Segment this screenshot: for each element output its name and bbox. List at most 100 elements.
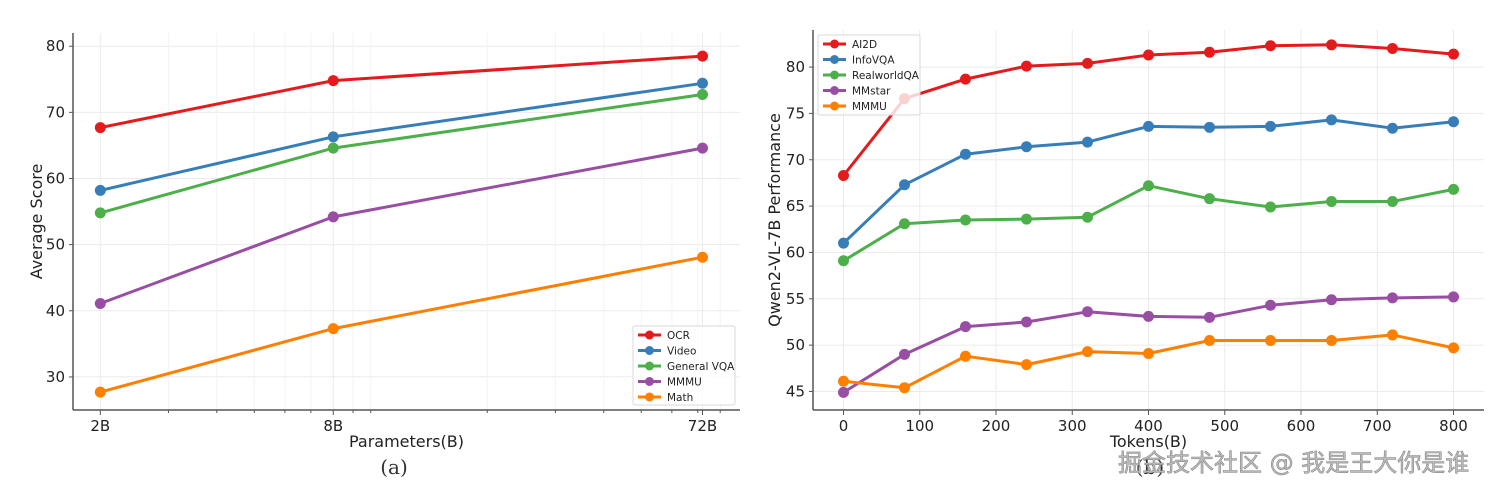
data-point — [697, 142, 709, 154]
data-point — [327, 131, 339, 143]
y-tick-label: 65 — [786, 197, 805, 215]
series-math — [94, 251, 709, 398]
data-point — [1204, 193, 1215, 205]
y-axis-title: Qwen2-VL-7B Performance — [765, 113, 784, 327]
data-point — [697, 89, 709, 101]
legend-marker — [645, 346, 654, 355]
data-point — [1326, 334, 1337, 346]
x-tick-label: 200 — [982, 417, 1011, 435]
data-point — [1387, 329, 1398, 341]
legend-item: OCR — [638, 330, 690, 342]
data-point — [1387, 43, 1398, 55]
legend: AI2D InfoVQA RealworldQA MMstar MMMU — [817, 34, 921, 116]
data-point — [1021, 316, 1032, 328]
x-tick-label: 800 — [1439, 417, 1468, 435]
x-tick-label: 2B — [90, 417, 110, 435]
caption-b: (b) — [1136, 455, 1164, 479]
y-tick-label: 50 — [46, 236, 65, 254]
watermark-text: 掘金技术社区 @ 我是王大你是谁 — [1118, 449, 1469, 477]
data-point — [94, 298, 106, 310]
data-point — [1326, 294, 1337, 306]
data-point — [1021, 60, 1032, 72]
data-point — [1021, 141, 1032, 153]
legend-label: Video — [667, 346, 696, 358]
series-video — [94, 77, 709, 196]
series-infovqa — [838, 114, 1459, 249]
legend-label: MMMU — [667, 377, 702, 389]
legend-item: MMMU — [823, 101, 887, 113]
data-point — [327, 75, 339, 87]
data-point — [1143, 49, 1154, 61]
legend-box — [632, 325, 736, 406]
x-tick-label: 72B — [688, 417, 717, 435]
legend-marker — [830, 101, 839, 111]
legend-item: Video — [638, 346, 696, 358]
series-mmstar — [838, 291, 1459, 398]
series-mmmu — [94, 142, 709, 310]
legend-item: AI2D — [823, 39, 877, 51]
legend-marker — [830, 55, 839, 64]
legend-item: InfoVQA — [823, 55, 895, 67]
legend-label: MMMU — [852, 101, 887, 113]
data-point — [1265, 201, 1276, 213]
data-point — [899, 218, 910, 230]
data-point — [1326, 39, 1337, 51]
legend-label: InfoVQA — [852, 55, 895, 67]
y-tick-label: 40 — [46, 302, 65, 320]
y-tick-label: 30 — [46, 368, 65, 386]
data-point — [1143, 120, 1154, 132]
legend-marker — [830, 39, 839, 49]
series-line — [98, 255, 704, 394]
data-point — [960, 321, 971, 333]
y-tick-label: 70 — [786, 151, 805, 169]
data-point — [1448, 291, 1459, 303]
data-point — [1265, 334, 1276, 346]
legend-item: Math — [638, 392, 693, 404]
series-ocr — [94, 50, 709, 134]
x-tick-label: 8B — [323, 417, 343, 435]
data-point — [960, 350, 971, 362]
data-point — [1143, 310, 1154, 322]
data-point — [1265, 120, 1276, 132]
data-point — [838, 170, 849, 182]
data-point — [899, 348, 910, 360]
legend-box — [817, 34, 921, 116]
caption-a: (a) — [380, 455, 408, 479]
data-point — [1387, 292, 1398, 304]
x-axis-title: Parameters(B) — [349, 432, 464, 451]
data-point — [94, 122, 106, 134]
data-point — [1021, 213, 1032, 225]
x-tick-label: 700 — [1363, 417, 1392, 435]
data-point — [1448, 342, 1459, 354]
data-point — [899, 382, 910, 394]
data-point — [960, 73, 971, 85]
y-axis-title: Average Score — [27, 164, 46, 280]
legend-label: Math — [667, 392, 693, 404]
legend-item: RealworldQA — [823, 70, 920, 82]
legend-label: General VQA — [667, 361, 735, 373]
grid — [813, 30, 1484, 410]
y-tick-label: 55 — [786, 290, 805, 308]
y-tick-label: 75 — [786, 104, 805, 122]
data-point — [1082, 136, 1093, 148]
y-tick-label: 45 — [786, 382, 805, 400]
data-point — [1204, 334, 1215, 346]
series-line — [98, 146, 704, 305]
x-axis-title: Tokens(B) — [1109, 432, 1187, 451]
data-point — [1082, 346, 1093, 358]
data-point — [1448, 48, 1459, 60]
y-tick-label: 80 — [46, 37, 65, 55]
data-point — [697, 251, 709, 263]
data-point — [1204, 311, 1215, 323]
data-point — [1082, 57, 1093, 69]
data-point — [960, 214, 971, 226]
legend-marker — [830, 86, 839, 95]
x-tick-label: 600 — [1287, 417, 1316, 435]
data-point — [1021, 359, 1032, 371]
data-point — [327, 211, 339, 223]
legend-label: AI2D — [852, 39, 877, 51]
data-point — [1326, 195, 1337, 207]
y-tick-label: 60 — [46, 170, 65, 188]
data-point — [94, 207, 106, 219]
